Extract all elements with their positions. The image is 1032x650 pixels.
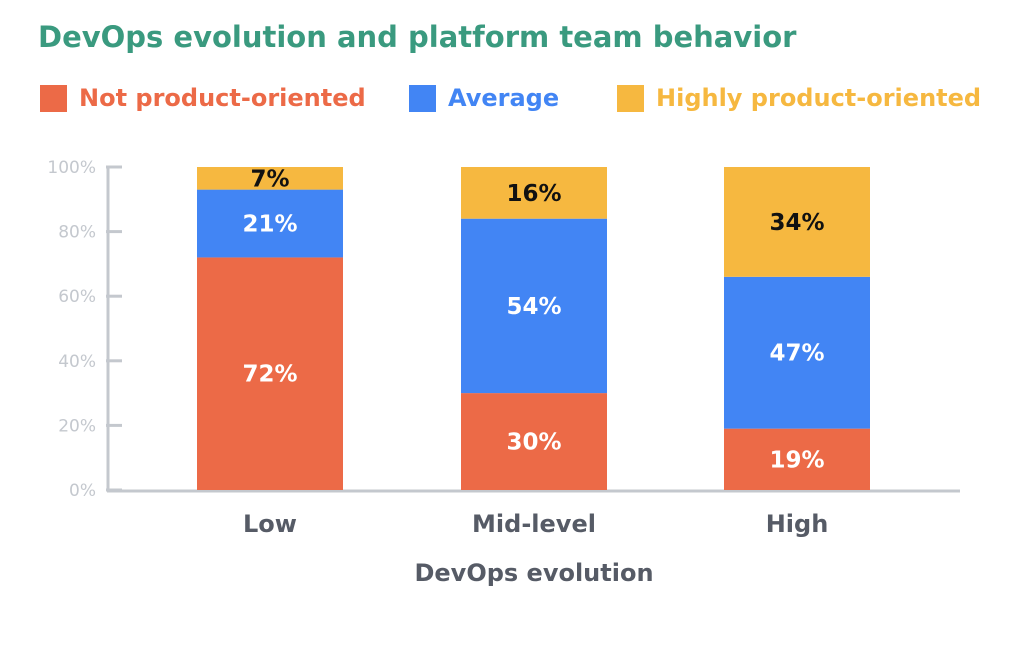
data-labels-layer: 72% 21% 7% 30% 54% 16% 19% 47% 34% [242, 166, 824, 473]
x-category-label: High [766, 510, 829, 538]
bar-segment [724, 167, 870, 277]
bar-segment [461, 167, 607, 219]
legend-label-average: Average [448, 84, 560, 112]
bar-value-label: 7% [250, 166, 289, 192]
legend: Not product-oriented Average Highly prod… [0, 84, 1032, 118]
legend-swatch-highly-product-oriented [617, 84, 644, 112]
legend-item-highly-product-oriented: Highly product-oriented [617, 84, 981, 112]
bar-value-label: 34% [769, 210, 824, 236]
x-category-label: Mid-level [472, 510, 596, 538]
y-tick-label: 60% [58, 287, 96, 307]
bar-value-label: 16% [506, 181, 561, 207]
y-tick-label: 20% [58, 416, 96, 436]
x-axis-title: DevOps evolution [414, 559, 653, 587]
legend-item-average: Average [409, 84, 559, 112]
bar-value-label: 30% [506, 430, 561, 456]
bars-layer [197, 167, 870, 490]
legend-label-highly-product-oriented: Highly product-oriented [656, 84, 982, 112]
y-tick-label: 100% [47, 158, 96, 178]
legend-swatch-not-product-oriented [40, 84, 67, 112]
bar-segment [197, 189, 343, 258]
bar-value-label: 19% [769, 447, 824, 473]
y-tick-label: 0% [69, 481, 96, 501]
bar-segment [724, 276, 870, 429]
bar-segment [461, 218, 607, 394]
bar-value-label: 72% [242, 362, 297, 388]
bar-segment [197, 257, 343, 490]
legend-label-not-product-oriented: Not product-oriented [79, 84, 366, 112]
bar-segment [724, 428, 870, 490]
bar-value-label: 47% [769, 341, 824, 367]
bar-segment [461, 393, 607, 490]
chart-title: DevOps evolution and platform team behav… [38, 20, 797, 54]
bar-value-label: 54% [506, 294, 561, 320]
bar-value-label: 21% [242, 212, 297, 238]
legend-swatch-average [409, 84, 436, 112]
y-tick-label: 40% [58, 352, 96, 372]
x-category-label: Low [243, 510, 297, 538]
axis-layer: 0% 20% 40% 60% 80% 100% Low Mid-level High [47, 158, 960, 538]
y-tick-label: 80% [58, 223, 96, 243]
legend-item-not-product-oriented: Not product-oriented [40, 84, 366, 112]
bar-segment [197, 167, 343, 190]
